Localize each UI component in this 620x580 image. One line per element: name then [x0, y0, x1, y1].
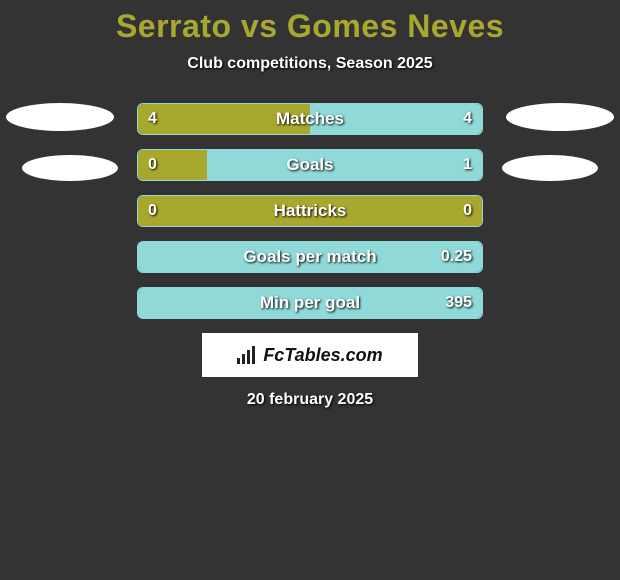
- bar-fill-left: [138, 196, 482, 226]
- bar-value-left: 0: [148, 156, 157, 174]
- player-left-ellipse-1: [6, 103, 114, 131]
- bar-fill-left: [138, 104, 310, 134]
- bar-fill-right: [310, 104, 482, 134]
- stat-bar: 0.25Goals per match: [137, 241, 483, 273]
- bar-value-right: 1: [463, 156, 472, 174]
- logo-box: FcTables.com: [202, 333, 418, 377]
- page-title: Serrato vs Gomes Neves: [0, 8, 620, 45]
- player-right-ellipse-2: [502, 155, 598, 181]
- logo-text: FcTables.com: [263, 345, 382, 366]
- infographic-container: Serrato vs Gomes Neves Club competitions…: [0, 0, 620, 409]
- bar-fill-right: [207, 150, 482, 180]
- bar-value-left: 0: [148, 202, 157, 220]
- bar-fill-right: [138, 288, 482, 318]
- subtitle: Club competitions, Season 2025: [0, 55, 620, 73]
- bar-fill-right: [138, 242, 482, 272]
- bar-value-right: 0.25: [441, 248, 472, 266]
- stat-bar: 395Min per goal: [137, 287, 483, 319]
- player-left-ellipse-2: [22, 155, 118, 181]
- bar-value-right: 0: [463, 202, 472, 220]
- bar-value-right: 4: [463, 110, 472, 128]
- bar-value-right: 395: [445, 294, 472, 312]
- player-right-ellipse-1: [506, 103, 614, 131]
- chart-area: 44Matches01Goals00Hattricks0.25Goals per…: [0, 103, 620, 409]
- stat-bar: 00Hattricks: [137, 195, 483, 227]
- barchart-icon: [237, 346, 257, 364]
- bar-value-left: 4: [148, 110, 157, 128]
- stat-bar: 44Matches: [137, 103, 483, 135]
- stat-bar: 01Goals: [137, 149, 483, 181]
- date-label: 20 february 2025: [0, 391, 620, 409]
- bars-group: 44Matches01Goals00Hattricks0.25Goals per…: [137, 103, 483, 319]
